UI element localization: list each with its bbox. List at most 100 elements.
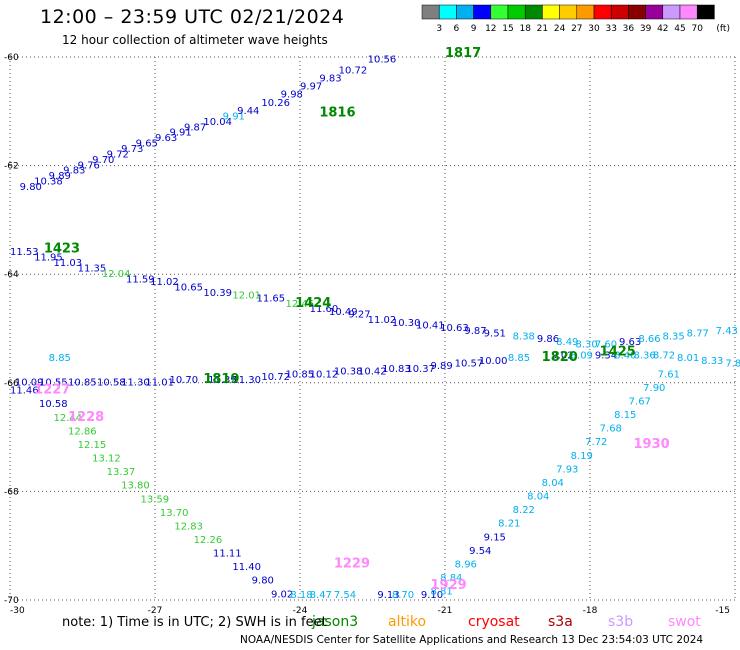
- footer-credit: NOAA/NESDIS Center for Satellite Applica…: [240, 634, 704, 646]
- legend-item-s3b: s3b: [608, 614, 633, 630]
- y-tick-label: -68: [4, 487, 19, 497]
- data-point-label: 8.85: [49, 353, 71, 364]
- data-point-label: 7.72: [585, 437, 607, 448]
- data-point-label: 11.53: [10, 247, 39, 258]
- colorbar-swatch: [610, 4, 629, 20]
- footer-note: note: 1) Time is in UTC; 2) SWH is in fe…: [62, 615, 327, 630]
- data-point-label: 8.85: [508, 353, 530, 364]
- x-tick-label: -15: [715, 606, 730, 616]
- track-label: 1816: [319, 106, 355, 121]
- chart-grid: [9, 56, 736, 601]
- data-point-label: 9.44: [237, 106, 259, 117]
- track-label: 1424: [295, 296, 331, 311]
- data-point-label: 10.85: [68, 378, 97, 389]
- data-point-label: 10.42: [358, 367, 387, 378]
- data-point-label: 12.01: [232, 291, 261, 302]
- data-point-label: 10.70: [170, 375, 199, 386]
- track-label: 1929: [431, 578, 467, 593]
- data-point-label: 7.82: [725, 359, 740, 370]
- data-point-label: 10.63: [440, 323, 469, 334]
- data-point-label: 12.26: [194, 535, 223, 546]
- y-tick-label: -60: [4, 53, 19, 63]
- data-point-label: 7.93: [556, 464, 578, 475]
- data-points: 9.8010.389.899.839.769.709.729.739.659.6…: [10, 54, 740, 601]
- colorbar-unit: (ft): [716, 24, 730, 34]
- data-point-label: 11.95: [34, 253, 63, 264]
- data-point-label: 11.01: [145, 378, 174, 389]
- data-point-label: 8.70: [392, 590, 414, 601]
- page-title: 12:00 – 23:59 UTC 02/21/2024: [40, 6, 345, 28]
- data-point-label: 9.91: [223, 111, 245, 122]
- data-point-label: 9.87: [184, 122, 206, 133]
- data-point-label: 11.30: [232, 375, 261, 386]
- data-point-label: 10.55: [39, 378, 68, 389]
- track-label: 1227: [34, 383, 70, 398]
- data-point-label: 7.90: [643, 383, 665, 394]
- data-point-label: 13.70: [160, 508, 189, 519]
- colorbar-swatch: [696, 4, 715, 20]
- axis-tick-labels: -30 -27 -24 -21 -18 -15 -60 -62 -64 -66 -68 -70: [4, 53, 730, 616]
- data-point-label: 8.77: [687, 329, 709, 340]
- data-point-label: 8.30: [576, 340, 598, 351]
- track-label: 1425: [600, 345, 636, 360]
- colorbar-swatch: [473, 4, 492, 20]
- data-point-label: 8.96: [455, 559, 477, 570]
- x-tick-label: -27: [148, 606, 163, 616]
- colorbar-label: 39: [640, 24, 652, 34]
- data-point-label: 9.89: [431, 361, 453, 372]
- data-point-label: 8.19: [571, 451, 593, 462]
- data-point-label: 8.84: [440, 573, 462, 584]
- colorbar-swatch: [645, 4, 664, 20]
- data-point-label: 13.37: [107, 467, 136, 478]
- data-point-label: 10.38: [34, 177, 63, 188]
- data-point-label: 8.01: [677, 353, 699, 364]
- data-point-label: 8.47: [310, 590, 332, 601]
- data-point-label: 12.83: [174, 521, 203, 532]
- data-point-label: 9.98: [281, 90, 303, 101]
- data-point-label: 7.67: [629, 397, 651, 408]
- data-point-label: 10.26: [261, 98, 290, 109]
- data-point-label: 8.21: [498, 519, 520, 530]
- colorbar-label: 70: [691, 24, 703, 34]
- data-point-label: 12.86: [68, 426, 97, 437]
- colorbar-label: 30: [588, 24, 600, 34]
- data-point-label: 10.56: [368, 54, 397, 65]
- x-tick-label: -24: [293, 606, 308, 616]
- colorbar-swatch: [524, 4, 543, 20]
- page-subtitle: 12 hour collection of altimeter wave hei…: [62, 33, 328, 47]
- colorbar-label: 6: [454, 24, 460, 34]
- data-point-label: 9.13: [377, 590, 399, 601]
- data-point-label: 11.35: [78, 263, 107, 274]
- track-label: 1423: [44, 241, 80, 256]
- data-point-label: 9.87: [464, 326, 486, 337]
- colorbar-swatch: [542, 4, 560, 20]
- y-tick-label: -70: [4, 596, 19, 606]
- data-point-label: 10.72: [339, 65, 368, 76]
- data-point-label: 12.04: [102, 269, 131, 280]
- data-point-label: 8.09: [571, 350, 593, 361]
- data-point-label: 9.89: [49, 171, 71, 182]
- data-point-label: 9.63: [155, 133, 177, 144]
- data-point-label: 8.04: [527, 492, 549, 503]
- colorbar-swatch: [438, 4, 457, 20]
- data-point-label: 8.18: [290, 590, 312, 601]
- data-point-label: 9.73: [121, 144, 143, 155]
- data-point-label: 9.83: [319, 73, 341, 84]
- data-point-label: 10.12: [310, 369, 339, 380]
- colorbar-swatch: [593, 4, 612, 20]
- data-point-label: 8.22: [513, 505, 535, 516]
- data-point-label: 10.30: [392, 318, 421, 329]
- data-point-label: 10.39: [203, 288, 232, 299]
- data-point-label: 11.40: [232, 562, 261, 573]
- data-point-label: 8.72: [653, 350, 675, 361]
- data-point-label: 11.46: [10, 386, 39, 397]
- colorbar-swatch: [490, 4, 509, 20]
- colorbar-label: 33: [605, 24, 616, 34]
- data-point-label: 8.38: [513, 331, 535, 342]
- data-point-label: 10.00: [479, 356, 508, 367]
- data-point-label: 7.43: [716, 326, 738, 337]
- data-point-label: 11.11: [213, 549, 242, 560]
- satellite-legend: jason3 altiko cryosat s3a s3b swot: [311, 614, 701, 630]
- data-point-label: 9.76: [78, 160, 100, 171]
- colorbar-label: 24: [554, 24, 566, 34]
